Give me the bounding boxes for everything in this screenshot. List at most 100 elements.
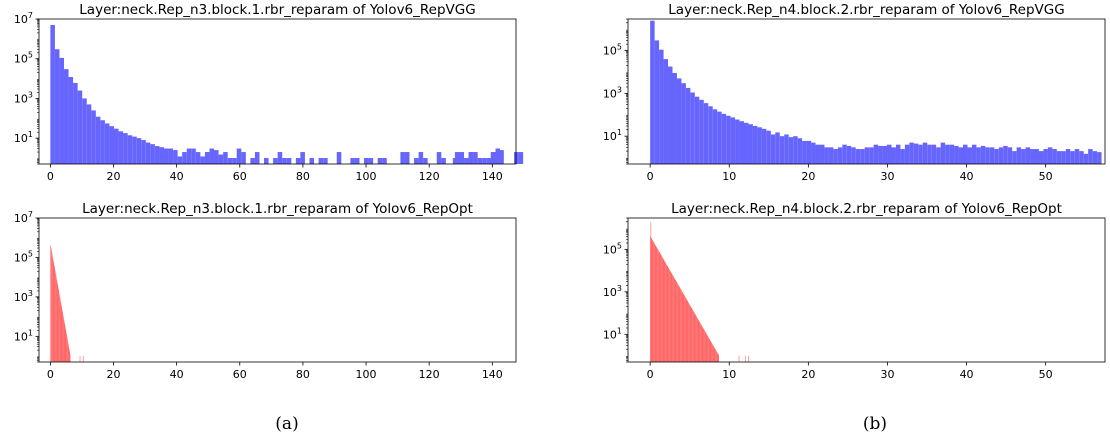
histogram-bar <box>674 278 676 362</box>
histogram-bar <box>918 144 923 164</box>
histogram-bar <box>705 333 707 362</box>
histogram-bar <box>482 158 487 164</box>
histogram-bar <box>697 318 698 362</box>
x-tick-label: 140 <box>482 170 503 183</box>
x-tick-label: 80 <box>296 170 310 183</box>
histogram-bar <box>56 282 58 362</box>
histogram-bar <box>949 144 955 164</box>
histogram-bar <box>654 243 655 362</box>
histogram-bar <box>661 256 663 362</box>
histogram-bar <box>682 291 683 362</box>
histogram-bar <box>336 152 342 164</box>
histogram-bar <box>712 344 713 362</box>
histogram-bar <box>50 245 51 362</box>
x-tick-label: 40 <box>170 368 184 381</box>
plot-frame <box>627 217 1106 363</box>
histogram-bar <box>69 351 70 362</box>
histogram-bar <box>712 345 714 362</box>
histogram-bar <box>473 152 478 164</box>
histogram-bar <box>900 149 905 164</box>
histogram-bar <box>59 294 60 362</box>
histogram-bar <box>837 147 843 164</box>
histogram-bar <box>82 356 84 362</box>
histogram-bar <box>819 144 825 164</box>
histogram-bar <box>659 251 660 362</box>
histogram-bar <box>651 238 653 362</box>
y-tick-label: 105 <box>603 43 622 58</box>
histogram-bar <box>686 300 688 362</box>
histogram-bar <box>659 253 661 362</box>
histogram-bar <box>828 147 834 164</box>
histogram-bar <box>1052 149 1057 164</box>
plot-frame <box>38 217 517 363</box>
histogram-bar <box>779 136 785 164</box>
plot-frame <box>627 18 1106 165</box>
histogram-bar <box>60 302 62 362</box>
histogram-bar <box>364 158 369 164</box>
y-tick-label: 101 <box>603 326 622 341</box>
histogram-bar <box>662 257 663 362</box>
histogram-bar <box>200 156 205 164</box>
histogram-bar <box>708 338 710 362</box>
histogram-bar <box>674 278 675 362</box>
y-tick-label: 101 <box>14 130 33 145</box>
histogram-bar <box>60 304 62 362</box>
histogram-bar <box>59 57 65 164</box>
histogram-bar <box>656 248 658 362</box>
histogram-bar <box>707 335 708 362</box>
histogram-bar <box>53 262 55 362</box>
histogram-bar <box>659 252 661 362</box>
histogram-bar <box>114 128 119 164</box>
histogram-bar <box>668 268 669 362</box>
histogram-bar <box>73 82 78 164</box>
histogram-bar <box>994 149 999 164</box>
histogram-bar <box>703 328 704 362</box>
histogram-bar <box>64 321 65 362</box>
histogram-bar <box>686 298 687 362</box>
histogram-bar <box>710 341 711 362</box>
histogram-bar <box>718 355 719 362</box>
histogram-bar <box>486 158 492 164</box>
histogram-bar <box>414 158 419 164</box>
histogram-bar <box>145 142 151 164</box>
histogram-bar <box>681 83 686 164</box>
histogram-bar <box>67 339 68 362</box>
x-tick-label: 30 <box>880 368 894 381</box>
histogram-bar <box>1079 151 1084 164</box>
histogram-bar <box>136 138 142 164</box>
histogram-bar <box>66 336 68 362</box>
histogram-bar <box>672 72 677 164</box>
histogram-bar <box>1097 152 1102 164</box>
histogram-bar <box>477 158 483 164</box>
histogram-bar <box>678 285 679 362</box>
histogram-bar <box>696 316 697 362</box>
histogram-bar <box>699 322 701 362</box>
histogram-bar <box>209 148 215 164</box>
histogram-bar <box>904 144 910 164</box>
histogram-bar <box>57 284 59 362</box>
histogram-bar <box>63 317 64 362</box>
histogram-bar <box>864 147 870 164</box>
histogram-bar <box>685 298 687 362</box>
histogram-bar <box>318 158 324 164</box>
histogram-bar <box>56 280 58 362</box>
histogram-bar <box>54 267 55 362</box>
histogram-bar <box>833 149 838 164</box>
histogram-bar <box>701 325 702 362</box>
histogram-bar <box>985 147 990 164</box>
x-tick-label: 140 <box>482 368 503 381</box>
histogram-bar <box>91 110 96 164</box>
histogram-bar <box>698 321 700 362</box>
histogram-bar <box>656 247 657 362</box>
histogram-bar <box>55 275 57 362</box>
histogram-bar <box>739 121 745 164</box>
histogram-bar <box>673 277 675 362</box>
histogram-bar <box>730 117 736 164</box>
histogram-bar <box>913 143 919 164</box>
histogram-bar <box>52 257 54 362</box>
histogram-bar <box>60 299 61 362</box>
histogram-bar <box>761 128 767 164</box>
histogram-bar <box>676 78 682 164</box>
histogram-bar <box>95 116 101 164</box>
histogram-bar <box>195 152 201 164</box>
